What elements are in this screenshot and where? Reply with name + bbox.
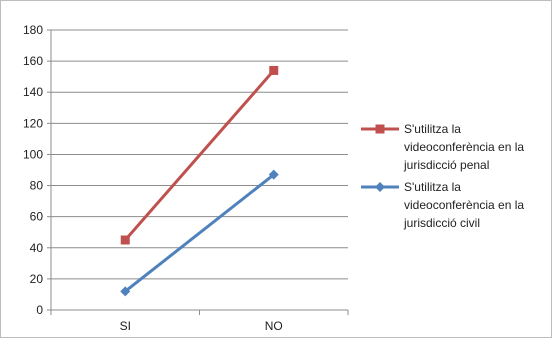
y-tick-label: 100 [23,147,43,161]
legend-label-line: S'utilitza la [404,180,461,194]
legend-label-line: videoconferència en la [404,198,524,212]
legend: S'utilitza la videoconferència en la juris… [361,122,524,230]
data-point [269,65,279,75]
axes: 0 20 40 60 80 100 120 140 160 180 SI NO [23,23,349,333]
y-tick-label: 20 [30,272,44,286]
y-tick-label: 120 [23,116,43,130]
series-line-1 [124,69,275,241]
y-tick-label: 160 [23,54,43,68]
data-point [268,169,279,180]
y-tick-label: 60 [30,210,44,224]
legend-label-line: videoconferència en la [404,140,524,154]
x-tick-label: NO [265,319,283,333]
data-point [120,235,130,245]
legend-label: S'utilitza la videoconferència en la juris… [403,180,524,230]
legend-marker [375,182,385,192]
y-tick-label: 0 [36,303,43,317]
y-tick-label: 80 [30,179,44,193]
series-line-2 [124,173,275,293]
legend-label: S'utilitza la videoconferència en la juris… [403,122,524,172]
legend-marker [375,124,385,134]
x-tick-label: SI [120,319,131,333]
legend-label-line: jurisdicció civil [403,216,480,230]
y-tick-label: 180 [23,23,43,37]
legend-label-line: jurisdicció penal [403,158,489,172]
y-tick-label: 40 [30,241,44,255]
legend-label-line: S'utilitza la [404,122,461,136]
y-tick-label: 140 [23,85,43,99]
series [120,65,279,297]
data-point [120,286,131,297]
